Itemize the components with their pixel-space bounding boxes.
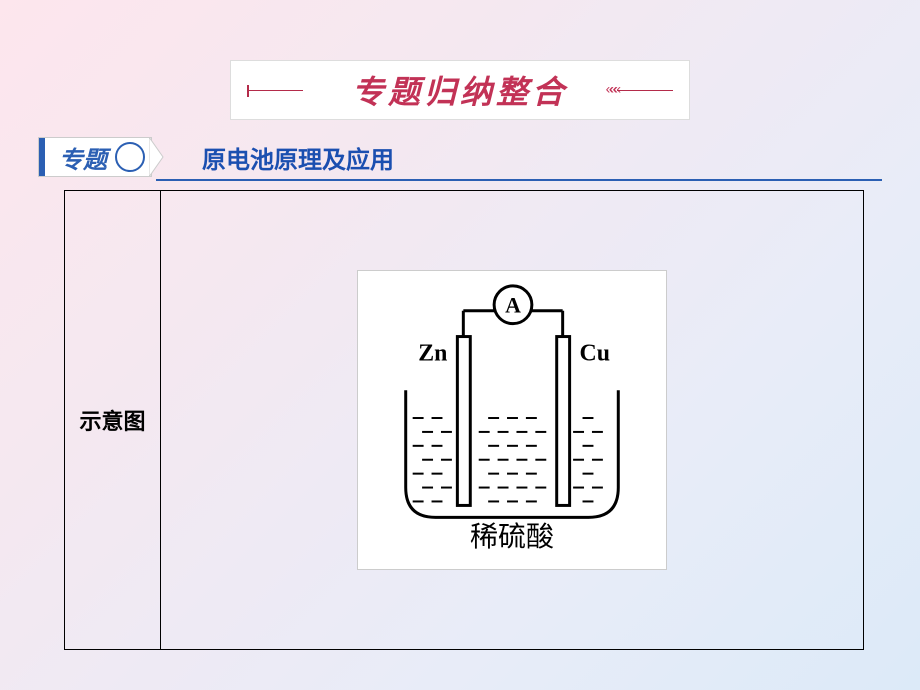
solution-label: 稀硫酸	[358, 515, 666, 555]
badge-bar	[39, 138, 45, 176]
galvanic-cell-diagram: A Zn Cu 稀硫酸	[357, 270, 667, 570]
badge-chevron-icon	[149, 137, 165, 177]
svg-text:Cu: Cu	[580, 340, 610, 366]
content-table: 示意图 A Zn Cu 稀硫酸	[64, 190, 864, 650]
banner-arrows-icon: «««	[606, 81, 617, 97]
topic-badge: 专题	[38, 137, 152, 177]
banner-title: 专题归纳整合	[352, 67, 568, 113]
diagram-cell: A Zn Cu 稀硫酸	[161, 191, 863, 649]
section-title: 原电池原理及应用	[202, 140, 394, 175]
row-header-text: 示意图	[79, 404, 145, 436]
row-header-cell: 示意图	[65, 191, 161, 649]
svg-text:A: A	[505, 294, 521, 318]
badge-circle-icon	[115, 142, 145, 172]
badge-text: 专题	[59, 140, 107, 175]
banner-line-right	[617, 90, 673, 92]
subheader-row: 专题 原电池原理及应用	[38, 135, 882, 179]
svg-text:Zn: Zn	[418, 340, 447, 366]
section-underline	[156, 179, 882, 181]
banner-line-left	[247, 90, 303, 92]
banner: 专题归纳整合 «««	[230, 60, 690, 120]
